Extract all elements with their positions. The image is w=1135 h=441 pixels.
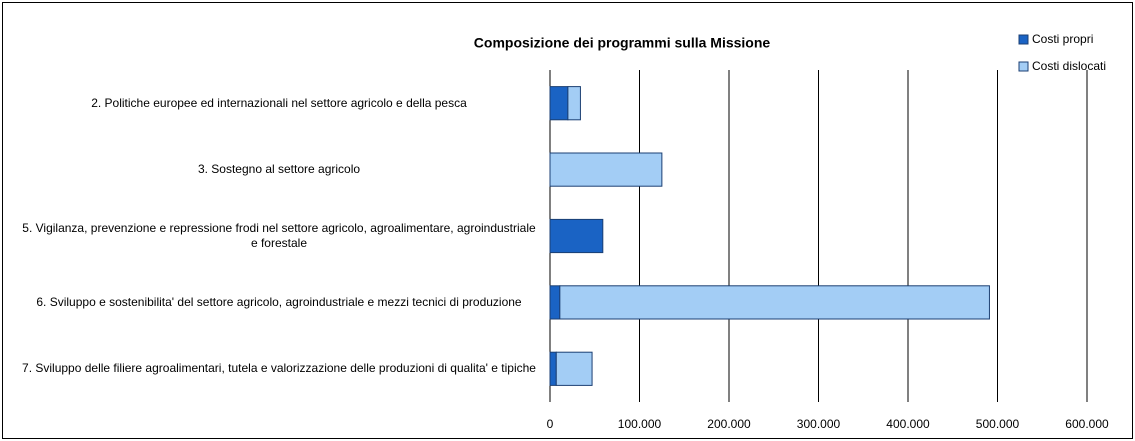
y-tick-label: 7. Sviluppo delle filiere agroalimentari… <box>22 361 536 376</box>
bar <box>559 285 990 320</box>
bar <box>549 218 604 254</box>
bar <box>549 351 557 386</box>
x-tick-label: 0 <box>547 417 554 431</box>
x-tick-label: 100.000 <box>618 417 662 431</box>
y-tick-label: 6. Sviluppo e sostenibilita' del settore… <box>36 294 522 309</box>
x-tick-label: 300.000 <box>797 417 841 431</box>
chart-title: Composizione dei programmi sulla Mission… <box>474 35 771 51</box>
y-tick-label: 2. Politiche europee ed internazionali n… <box>91 95 467 110</box>
y-tick-label: 3. Sostegno al settore agricolo <box>197 162 361 177</box>
x-tick-label: 200.000 <box>707 417 751 431</box>
bar <box>549 152 663 187</box>
legend-label: Costi dislocati <box>1032 59 1106 73</box>
bar <box>567 86 581 121</box>
legend-label: Costi propri <box>1032 32 1093 46</box>
x-tick-label: 500.000 <box>976 417 1020 431</box>
y-tick-label: 5. Vigilanza, prevenzione e repressione … <box>22 220 536 250</box>
bar <box>549 86 569 121</box>
bar <box>549 285 561 320</box>
bar <box>555 351 593 386</box>
legend-swatch <box>1018 61 1029 72</box>
legend-swatch <box>1018 34 1029 45</box>
x-tick-label: 400.000 <box>886 417 930 431</box>
x-tick-label: 600.000 <box>1065 417 1109 431</box>
